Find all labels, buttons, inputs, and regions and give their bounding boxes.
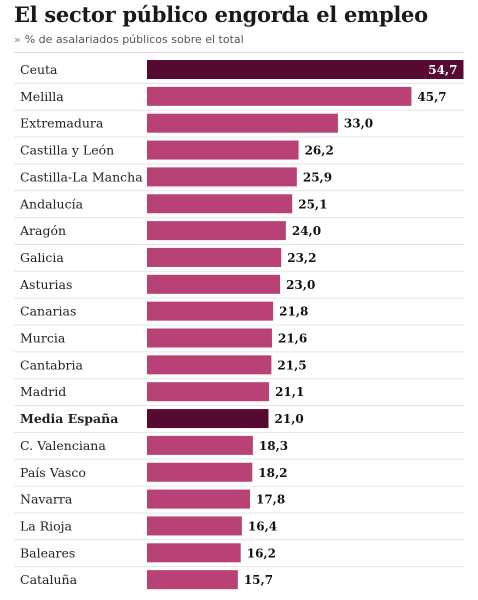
category-label-media-espana: Media España	[20, 411, 118, 426]
value-label-extremadura: 33,0	[344, 117, 373, 131]
category-label-asturias: Asturias	[19, 277, 72, 292]
value-label-la-rioja: 16,4	[248, 519, 277, 533]
category-label-cantabria: Cantabria	[20, 357, 84, 372]
bar-andalucia	[147, 194, 293, 214]
title-divider	[14, 52, 464, 53]
bar-cataluna	[147, 570, 238, 590]
bar-madrid	[147, 382, 270, 402]
category-label-castilla-y-leon: Castilla y León	[20, 143, 114, 158]
category-label-la-rioja: La Rioja	[20, 518, 73, 533]
bar-murcia	[147, 328, 272, 348]
value-label-media-espana: 21,0	[275, 412, 304, 426]
bar-castilla-y-leon	[147, 140, 299, 160]
category-label-andalucia: Andalucía	[19, 196, 84, 211]
chart-title: El sector público engorda el empleo	[14, 2, 428, 27]
value-label-andalucia: 25,1	[298, 197, 327, 211]
bar-pais-vasco	[147, 462, 253, 482]
bar-castilla-la-mancha	[147, 167, 297, 187]
value-label-melilla: 45,7	[417, 90, 446, 104]
chart-subtitle-text: % de asalariados públicos sobre el total	[24, 33, 244, 46]
category-label-navarra: Navarra	[20, 492, 73, 507]
bar-c-valenciana	[147, 435, 253, 455]
value-label-baleares: 16,2	[247, 546, 276, 560]
category-label-extremadura: Extremadura	[20, 116, 104, 131]
value-label-c-valenciana: 18,3	[259, 439, 288, 453]
value-label-madrid: 21,1	[275, 385, 304, 399]
bar-melilla	[147, 86, 412, 106]
category-label-c-valenciana: C. Valenciana	[20, 438, 106, 453]
value-label-aragon: 24,0	[292, 224, 321, 238]
category-label-galicia: Galicia	[20, 250, 64, 265]
category-label-castilla-la-mancha: Castilla-La Mancha	[20, 169, 143, 184]
bar-galicia	[147, 247, 282, 267]
chart-subtitle: »% de asalariados públicos sobre el tota…	[14, 33, 244, 46]
bar-cantabria	[147, 355, 272, 375]
bar-extremadura	[147, 113, 338, 133]
bar-media-espana	[147, 409, 269, 429]
bar-canarias	[147, 301, 274, 321]
value-label-murcia: 21,6	[278, 332, 307, 346]
value-label-ceuta: 54,7	[428, 63, 457, 77]
category-label-madrid: Madrid	[20, 384, 66, 399]
value-label-canarias: 21,8	[279, 305, 308, 319]
value-label-castilla-y-leon: 26,2	[305, 144, 334, 158]
bar-aragon	[147, 221, 286, 241]
value-label-castilla-la-mancha: 25,9	[303, 170, 332, 184]
bar-la-rioja	[147, 516, 242, 536]
value-label-cataluna: 15,7	[244, 573, 273, 587]
value-label-cantabria: 21,5	[277, 358, 306, 372]
value-label-galicia: 23,2	[287, 251, 316, 265]
bar-navarra	[147, 489, 250, 509]
category-label-cataluna: Cataluña	[20, 572, 78, 587]
category-label-murcia: Murcia	[20, 331, 66, 346]
category-label-melilla: Melilla	[20, 89, 64, 104]
value-label-asturias: 23,0	[286, 278, 315, 292]
bar-ceuta	[147, 60, 464, 79]
value-label-pais-vasco: 18,2	[258, 466, 287, 480]
category-label-ceuta: Ceuta	[20, 62, 58, 77]
bar-asturias	[147, 274, 281, 294]
category-label-baleares: Baleares	[20, 545, 75, 560]
category-label-pais-vasco: País Vasco	[20, 465, 86, 480]
value-label-navarra: 17,8	[256, 493, 285, 507]
double-chevron-icon: »	[14, 33, 21, 46]
category-label-canarias: Canarias	[20, 304, 76, 319]
category-label-aragon: Aragón	[19, 223, 66, 238]
bar-baleares	[147, 543, 241, 563]
